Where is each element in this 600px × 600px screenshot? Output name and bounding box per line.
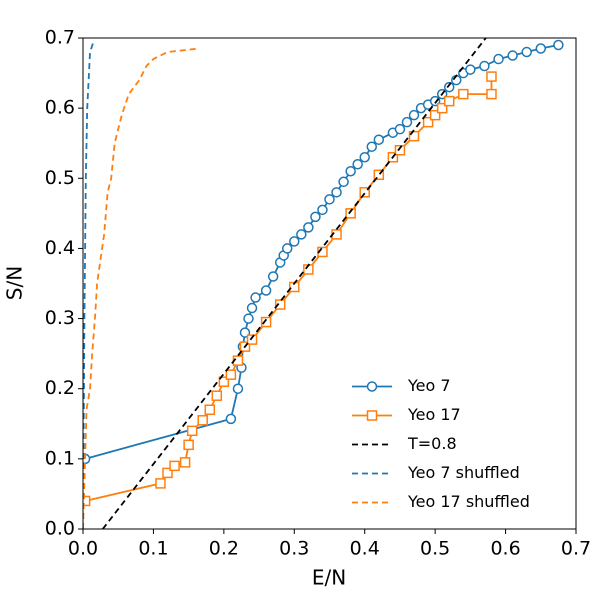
marker: [345, 208, 356, 219]
y-tick-label: 0.0: [45, 518, 75, 540]
marker: [359, 187, 370, 198]
marker: [324, 194, 335, 205]
marker: [422, 116, 434, 128]
marker: [260, 285, 272, 296]
marker: [225, 369, 237, 380]
marker: [401, 116, 413, 128]
marker: [197, 415, 208, 426]
marker: [250, 292, 261, 303]
x-axis-label: E/N: [312, 566, 346, 590]
x-tick-label: 0.4: [350, 538, 380, 560]
series-line: [83, 47, 200, 529]
x-tick-label: 0.7: [561, 538, 591, 560]
y-tick-label: 0.6: [45, 97, 75, 119]
marker: [443, 95, 455, 107]
marker: [296, 229, 307, 240]
marker: [225, 413, 237, 425]
marker: [535, 43, 547, 54]
marker: [521, 46, 532, 58]
marker: [366, 381, 378, 392]
marker: [486, 88, 497, 100]
series-line: [102, 38, 487, 529]
marker: [281, 243, 293, 254]
plot-frame: [82, 37, 577, 530]
x-tick-label: 0.5: [420, 538, 450, 560]
y-tick-label: 0.1: [45, 447, 75, 469]
y-tick-label: 0.2: [45, 377, 75, 399]
marker: [394, 123, 406, 135]
marker: [366, 141, 378, 152]
y-axis-label: S/N: [3, 266, 27, 300]
marker: [267, 271, 279, 282]
plot: [83, 38, 564, 529]
marker: [366, 410, 378, 421]
marker: [289, 236, 300, 247]
marker: [179, 457, 191, 468]
marker: [274, 299, 286, 310]
marker: [338, 176, 349, 188]
marker: [186, 425, 198, 437]
marker: [211, 390, 223, 401]
x-tick-label: 0.3: [279, 538, 309, 560]
series-line: [83, 41, 95, 529]
marker: [345, 166, 356, 177]
marker: [218, 376, 230, 387]
legend-label: Yeo 7 shuffled: [407, 463, 520, 482]
legend-label: Yeo 17 shuffled: [407, 492, 530, 511]
marker: [310, 211, 321, 223]
marker: [331, 187, 342, 198]
marker: [429, 109, 441, 121]
x-tick-label: 0.6: [490, 538, 520, 560]
marker: [204, 404, 216, 416]
marker: [155, 478, 166, 489]
marker: [83, 495, 91, 507]
marker: [317, 204, 328, 216]
marker: [479, 60, 490, 72]
y-tick-label: 0.5: [45, 167, 75, 189]
x-tick-label: 0.2: [209, 538, 239, 560]
marker: [373, 134, 385, 145]
marker: [232, 383, 244, 394]
y-tick-label: 0.3: [45, 307, 75, 329]
marker: [260, 316, 272, 328]
marker: [493, 53, 504, 65]
marker: [303, 222, 314, 233]
marker: [373, 169, 385, 181]
y-tick-label: 0.7: [45, 27, 75, 49]
legend-label: Yeo 17: [407, 405, 461, 424]
legend-label: T=0.8: [407, 434, 457, 453]
x-tick-label: 0.0: [68, 538, 98, 560]
y-tick-label: 0.4: [45, 237, 75, 259]
marker: [243, 313, 254, 324]
x-tick-label: 0.1: [138, 538, 168, 560]
legend-label: Yeo 7: [407, 376, 451, 395]
marker: [458, 88, 469, 100]
marker: [408, 130, 420, 142]
marker: [169, 460, 180, 472]
marker: [352, 159, 363, 170]
marker: [246, 302, 258, 314]
marker: [394, 144, 406, 156]
marker: [359, 151, 370, 163]
marker: [465, 64, 476, 75]
marker: [507, 50, 518, 61]
marker: [436, 102, 448, 114]
marker: [408, 109, 420, 121]
marker: [443, 81, 455, 93]
marker: [246, 334, 258, 345]
marker: [553, 39, 564, 51]
marker: [162, 467, 173, 479]
marker: [486, 71, 497, 82]
marker: [183, 439, 194, 451]
